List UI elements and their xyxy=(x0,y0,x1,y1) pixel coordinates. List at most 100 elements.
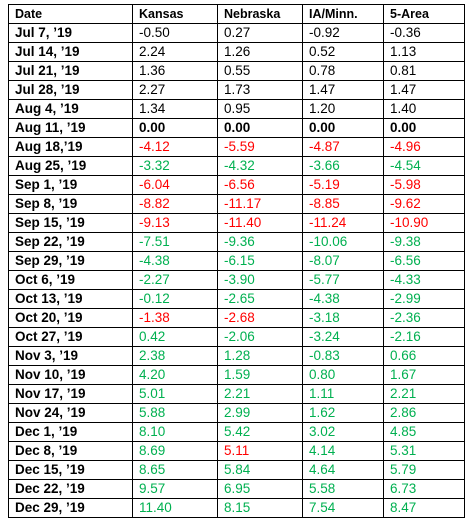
5-area-value-cell: 5.31 xyxy=(383,441,465,461)
kansas-value-cell: -9.13 xyxy=(132,213,218,233)
date-cell: Dec 8, ’19 xyxy=(8,441,133,461)
ia-minn-value-cell: -3.66 xyxy=(302,156,384,176)
5-area-value-cell: 1.67 xyxy=(383,365,465,385)
ia-minn-value-cell: 0.78 xyxy=(302,61,384,81)
ia-minn-value-cell: 0.00 xyxy=(302,118,384,138)
nebraska-value-cell: -11.40 xyxy=(217,213,303,233)
date-cell: Nov 3, ’19 xyxy=(8,346,133,366)
date-cell: Sep 1, ’19 xyxy=(8,175,133,195)
date-cell: Oct 6, ’19 xyxy=(8,270,133,290)
date-cell: Nov 24, ’19 xyxy=(8,403,133,423)
kansas-value-cell: 2.24 xyxy=(132,42,218,62)
date-cell: Dec 15, ’19 xyxy=(8,460,133,480)
kansas-value-cell: 11.40 xyxy=(132,498,218,518)
table-row: Sep 8, ’19 -8.82 -11.17 -8.85 -9.62 xyxy=(8,194,465,214)
ia-minn-value-cell: 0.52 xyxy=(302,42,384,62)
5-area-value-cell: -4.96 xyxy=(383,137,465,157)
date-cell: Dec 1, ’19 xyxy=(8,422,133,442)
5-area-value-cell: 6.73 xyxy=(383,479,465,499)
table-row: Nov 17, ’19 5.01 2.21 1.11 2.21 xyxy=(8,384,465,404)
nebraska-value-cell: 2.99 xyxy=(217,403,303,423)
table-row: Dec 29, ’19 11.40 8.15 7.54 8.47 xyxy=(8,498,465,518)
nebraska-value-cell: 2.21 xyxy=(217,384,303,404)
table-row: Oct 20, ’19 -1.38 -2.68 -3.18 -2.36 xyxy=(8,308,465,328)
nebraska-value-cell: 8.15 xyxy=(217,498,303,518)
ia-minn-value-cell: -0.83 xyxy=(302,346,384,366)
5-area-value-cell: 1.47 xyxy=(383,80,465,100)
date-cell: Oct 27, ’19 xyxy=(8,327,133,347)
table-row: Dec 22, ’19 9.57 6.95 5.58 6.73 xyxy=(8,479,465,499)
date-cell: Oct 20, ’19 xyxy=(8,308,133,328)
5-area-value-cell: -6.56 xyxy=(383,251,465,271)
ia-minn-value-cell: -11.24 xyxy=(302,213,384,233)
5-area-value-cell: 8.47 xyxy=(383,498,465,518)
table-row: Nov 24, ’19 5.88 2.99 1.62 2.86 xyxy=(8,403,465,423)
kansas-value-cell: 8.69 xyxy=(132,441,218,461)
ia-minn-value-cell: -10.06 xyxy=(302,232,384,252)
table-row: Jul 21, ’19 1.36 0.55 0.78 0.81 xyxy=(8,61,465,81)
kansas-value-cell: 0.42 xyxy=(132,327,218,347)
nebraska-value-cell: 0.55 xyxy=(217,61,303,81)
5-area-value-cell: -2.99 xyxy=(383,289,465,309)
kansas-value-cell: 4.20 xyxy=(132,365,218,385)
table-row: Aug 11, ’19 0.00 0.00 0.00 0.00 xyxy=(8,118,465,138)
table-row: Jul 28, ’19 2.27 1.73 1.47 1.47 xyxy=(8,80,465,100)
ia-minn-value-cell: -5.19 xyxy=(302,175,384,195)
table-row: Oct 13, ’19 -0.12 -2.65 -4.38 -2.99 xyxy=(8,289,465,309)
table-row: Dec 8, ’19 8.69 5.11 4.14 5.31 xyxy=(8,441,465,461)
ia-minn-value-cell: 1.11 xyxy=(302,384,384,404)
ia-minn-value-cell: 4.14 xyxy=(302,441,384,461)
date-cell: Sep 29, ’19 xyxy=(8,251,133,271)
5-area-value-cell: 0.81 xyxy=(383,61,465,81)
5-area-value-cell: 0.66 xyxy=(383,346,465,366)
table-row: Nov 3, ’19 2.38 1.28 -0.83 0.66 xyxy=(8,346,465,366)
ia-minn-value-cell: 5.58 xyxy=(302,479,384,499)
date-cell: Dec 29, ’19 xyxy=(8,498,133,518)
date-cell: Jul 7, ’19 xyxy=(8,23,133,43)
date-cell: Sep 8, ’19 xyxy=(8,194,133,214)
5-area-value-cell: 0.00 xyxy=(383,118,465,138)
ia-minn-value-cell: 3.02 xyxy=(302,422,384,442)
5-area-value-cell: -2.36 xyxy=(383,308,465,328)
5-area-value-cell: -10.90 xyxy=(383,213,465,233)
5-area-value-cell: -4.33 xyxy=(383,270,465,290)
nebraska-value-cell: -2.68 xyxy=(217,308,303,328)
table-row: Dec 1, ’19 8.10 5.42 3.02 4.85 xyxy=(8,422,465,442)
date-cell: Aug 25, ’19 xyxy=(8,156,133,176)
table-row: Aug 4, ’19 1.34 0.95 1.20 1.40 xyxy=(8,99,465,119)
nebraska-value-cell: 5.42 xyxy=(217,422,303,442)
kansas-value-cell: 0.00 xyxy=(132,118,218,138)
ia-minn-value-cell: -4.38 xyxy=(302,289,384,309)
5-area-value-cell: 4.85 xyxy=(383,422,465,442)
5-area-value-cell: -9.62 xyxy=(383,194,465,214)
kansas-value-cell: 2.27 xyxy=(132,80,218,100)
header-nebraska: Nebraska xyxy=(217,4,303,24)
5-area-value-cell: 1.40 xyxy=(383,99,465,119)
nebraska-value-cell: -2.65 xyxy=(217,289,303,309)
nebraska-value-cell: -4.32 xyxy=(217,156,303,176)
nebraska-value-cell: 0.27 xyxy=(217,23,303,43)
nebraska-value-cell: -11.17 xyxy=(217,194,303,214)
kansas-value-cell: -4.38 xyxy=(132,251,218,271)
nebraska-value-cell: 1.73 xyxy=(217,80,303,100)
5-area-value-cell: 5.79 xyxy=(383,460,465,480)
nebraska-value-cell: -6.56 xyxy=(217,175,303,195)
header-ia-minn: IA/Minn. xyxy=(302,4,384,24)
kansas-value-cell: -0.12 xyxy=(132,289,218,309)
5-area-value-cell: 1.13 xyxy=(383,42,465,62)
kansas-value-cell: 8.65 xyxy=(132,460,218,480)
date-cell: Oct 13, ’19 xyxy=(8,289,133,309)
date-cell: Aug 4, ’19 xyxy=(8,99,133,119)
5-area-value-cell: -0.36 xyxy=(383,23,465,43)
table-body: Jul 7, ’19 -0.50 0.27 -0.92 -0.36 Jul 14, ’19… xyxy=(8,23,465,518)
table-row: Sep 1, ’19 -6.04 -6.56 -5.19 -5.98 xyxy=(8,175,465,195)
nebraska-value-cell: -6.15 xyxy=(217,251,303,271)
table-row: Jul 7, ’19 -0.50 0.27 -0.92 -0.36 xyxy=(8,23,465,43)
ia-minn-value-cell: -3.24 xyxy=(302,327,384,347)
5-area-value-cell: -4.54 xyxy=(383,156,465,176)
ia-minn-value-cell: -3.18 xyxy=(302,308,384,328)
ia-minn-value-cell: -8.85 xyxy=(302,194,384,214)
nebraska-value-cell: -2.06 xyxy=(217,327,303,347)
nebraska-value-cell: 5.84 xyxy=(217,460,303,480)
5-area-value-cell: -9.38 xyxy=(383,232,465,252)
